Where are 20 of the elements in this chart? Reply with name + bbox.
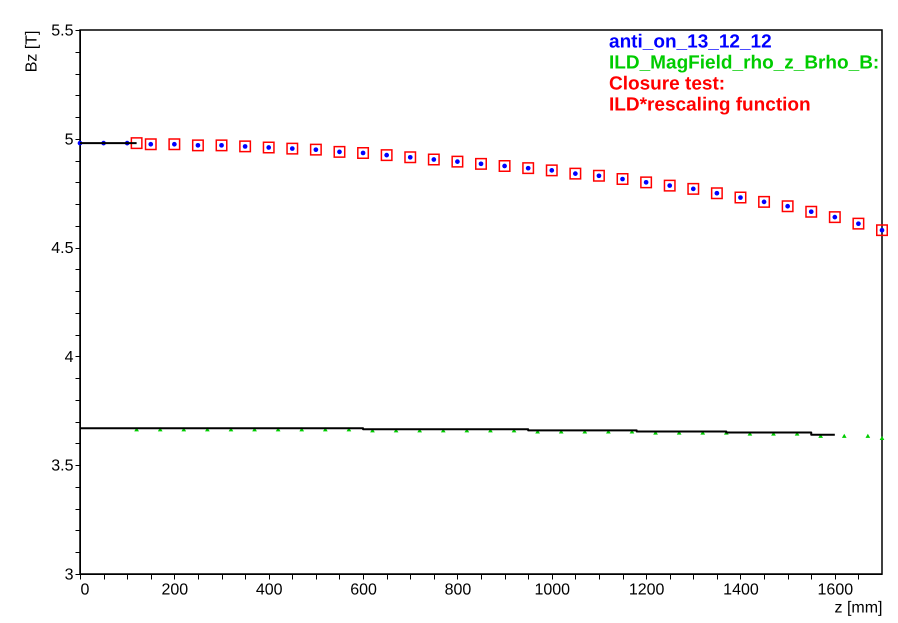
x-tick-label: 600 [350, 582, 378, 598]
x-tick-label: 400 [256, 582, 283, 598]
text: anti_on_13_12_12 [609, 32, 772, 52]
text: Closure test: ILD*rescaling function [609, 74, 811, 116]
y-tick-label: 5 [64, 131, 74, 148]
x-tick-label: 800 [444, 582, 472, 598]
y-tick-label: 3 [64, 566, 74, 584]
x-tick-label: 1200 [628, 582, 665, 598]
y-tick-label: 4.5 [51, 240, 74, 258]
x-tick-label: 0 [80, 582, 90, 598]
x-tick-label: 1600 [818, 582, 854, 598]
text: ILD_MagField_rho_z_Brho_B: [609, 52, 880, 74]
y-tick-label: 5.5 [51, 22, 74, 40]
x-axis-title: z [mm] [834, 600, 882, 616]
x-tick-label: 1400 [723, 582, 759, 598]
y-axis-title: Bz [T] [23, 30, 40, 72]
y-tick-label: 4 [64, 348, 74, 366]
y-tick-label: 3.5 [51, 458, 74, 475]
x-tick-label: 200 [162, 582, 188, 598]
x-tick-label: 1000 [534, 582, 570, 598]
